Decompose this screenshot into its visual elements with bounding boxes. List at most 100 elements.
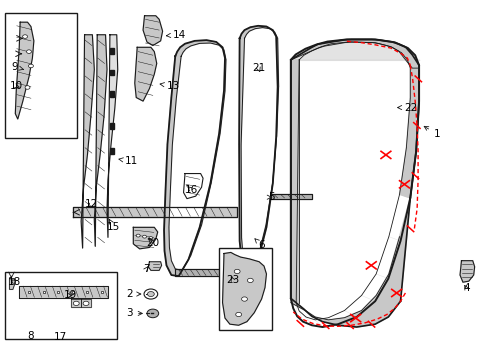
Polygon shape: [222, 252, 266, 325]
Polygon shape: [199, 182, 211, 227]
Polygon shape: [317, 43, 324, 48]
Polygon shape: [241, 30, 249, 35]
Polygon shape: [216, 42, 224, 50]
Polygon shape: [303, 309, 315, 317]
Polygon shape: [378, 40, 385, 45]
Polygon shape: [164, 247, 171, 265]
Text: 12: 12: [84, 199, 98, 210]
Bar: [110, 69, 114, 75]
Polygon shape: [184, 41, 199, 46]
Text: 15: 15: [107, 219, 120, 232]
Polygon shape: [356, 296, 375, 327]
Circle shape: [149, 237, 153, 239]
Text: 3: 3: [126, 309, 142, 318]
Polygon shape: [175, 51, 183, 56]
Polygon shape: [290, 298, 305, 311]
Polygon shape: [399, 148, 415, 198]
Polygon shape: [81, 35, 94, 248]
Polygon shape: [258, 26, 269, 29]
Polygon shape: [265, 182, 272, 227]
Circle shape: [83, 301, 89, 306]
Bar: [4, 13, 77, 138]
Polygon shape: [135, 47, 157, 101]
Polygon shape: [180, 44, 190, 49]
Polygon shape: [239, 26, 277, 276]
Polygon shape: [258, 225, 266, 260]
Polygon shape: [344, 40, 351, 42]
Polygon shape: [297, 52, 304, 57]
Polygon shape: [459, 261, 474, 282]
Polygon shape: [163, 227, 169, 251]
Text: 8: 8: [27, 331, 34, 341]
Text: 20: 20: [146, 238, 159, 248]
Polygon shape: [177, 47, 185, 52]
Circle shape: [26, 50, 31, 53]
Circle shape: [234, 269, 240, 274]
Polygon shape: [244, 269, 250, 276]
Text: 10: 10: [9, 81, 22, 91]
Circle shape: [241, 297, 247, 301]
Polygon shape: [219, 90, 224, 134]
Text: 23: 23: [225, 275, 239, 285]
Text: 22: 22: [397, 103, 417, 113]
Polygon shape: [391, 42, 398, 51]
Polygon shape: [266, 27, 274, 32]
Polygon shape: [222, 47, 225, 60]
Text: 6: 6: [254, 239, 264, 250]
Polygon shape: [143, 16, 162, 45]
Polygon shape: [239, 144, 241, 241]
Polygon shape: [81, 299, 91, 307]
Circle shape: [147, 309, 158, 318]
Text: 17: 17: [53, 332, 66, 342]
Polygon shape: [337, 311, 361, 327]
Circle shape: [147, 292, 154, 297]
Polygon shape: [358, 40, 365, 42]
Circle shape: [22, 35, 27, 39]
Polygon shape: [398, 44, 405, 60]
Polygon shape: [374, 274, 388, 324]
Polygon shape: [271, 194, 311, 199]
Circle shape: [235, 312, 241, 317]
Text: 13: 13: [160, 81, 180, 91]
Polygon shape: [133, 227, 158, 249]
Polygon shape: [331, 41, 337, 45]
Polygon shape: [194, 40, 210, 43]
Polygon shape: [387, 237, 400, 317]
Bar: [110, 123, 114, 129]
Polygon shape: [73, 207, 237, 217]
Text: 1: 1: [423, 126, 439, 139]
Bar: [110, 148, 114, 154]
Bar: [219, 248, 271, 330]
Polygon shape: [371, 40, 378, 44]
Polygon shape: [94, 35, 107, 246]
Circle shape: [247, 278, 253, 283]
Polygon shape: [411, 55, 418, 68]
Text: 14: 14: [166, 30, 185, 40]
Text: 7: 7: [143, 264, 149, 274]
Polygon shape: [276, 86, 278, 137]
Polygon shape: [311, 316, 328, 321]
Text: 21: 21: [251, 63, 264, 73]
Polygon shape: [165, 144, 172, 191]
Polygon shape: [239, 39, 244, 145]
Bar: [4, 272, 117, 338]
Text: 9: 9: [11, 62, 23, 72]
Polygon shape: [244, 27, 255, 31]
Bar: [110, 91, 114, 97]
Polygon shape: [19, 286, 108, 298]
Polygon shape: [324, 42, 331, 46]
Text: 11: 11: [119, 156, 138, 166]
Polygon shape: [167, 98, 176, 145]
Polygon shape: [224, 58, 225, 91]
Circle shape: [28, 64, 33, 68]
Text: 2: 2: [126, 289, 141, 299]
Polygon shape: [304, 48, 310, 54]
Text: 16: 16: [184, 185, 198, 195]
Polygon shape: [71, 299, 81, 307]
Polygon shape: [163, 40, 224, 276]
Circle shape: [136, 234, 140, 237]
Polygon shape: [272, 135, 276, 184]
Polygon shape: [239, 238, 243, 260]
Polygon shape: [188, 225, 201, 260]
Polygon shape: [250, 257, 258, 276]
